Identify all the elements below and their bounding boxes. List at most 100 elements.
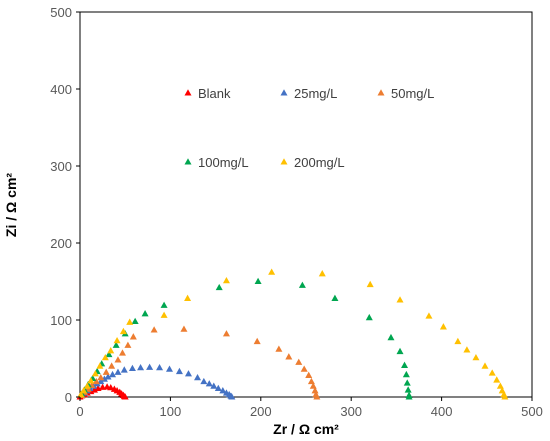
data-point xyxy=(91,370,99,377)
data-point xyxy=(137,363,145,371)
data-point xyxy=(128,364,136,372)
x-axis-ticks: 0 100 200 300 400 500 xyxy=(76,397,543,419)
x-tick-label: 500 xyxy=(521,404,543,419)
data-point xyxy=(285,353,293,360)
legend-marker xyxy=(184,89,192,96)
data-point xyxy=(472,353,480,361)
data-point xyxy=(101,353,109,361)
data-point xyxy=(366,280,374,288)
data-point xyxy=(275,345,283,352)
legend-marker xyxy=(280,89,288,96)
y-tick-label: 200 xyxy=(50,236,72,251)
legend-item: 50mg/L xyxy=(377,86,434,101)
data-point xyxy=(254,277,262,285)
data-point xyxy=(119,327,127,335)
data-point xyxy=(396,347,404,355)
legend-item: 25mg/L xyxy=(280,86,337,101)
data-point xyxy=(298,281,306,288)
data-point xyxy=(114,356,122,363)
data-point xyxy=(87,377,95,384)
data-point xyxy=(96,362,104,369)
data-point xyxy=(160,301,168,308)
plot-frame xyxy=(79,11,533,398)
data-point xyxy=(425,312,433,319)
data-point xyxy=(107,347,115,354)
data-point xyxy=(141,310,149,317)
data-point xyxy=(114,368,122,375)
data-point xyxy=(150,326,158,333)
data-point xyxy=(121,393,129,400)
plot-area xyxy=(76,11,533,400)
data-point xyxy=(205,380,213,387)
data-point xyxy=(365,313,373,321)
legend-marker xyxy=(377,89,385,96)
data-point xyxy=(318,270,326,277)
legend-item: 100mg/L xyxy=(184,155,249,170)
data-point xyxy=(113,337,121,344)
data-point xyxy=(83,382,91,389)
y-axis-title: Zi / Ω cm² xyxy=(3,173,19,237)
data-point xyxy=(92,377,100,385)
data-point xyxy=(200,377,208,385)
data-point xyxy=(387,333,395,341)
data-point xyxy=(109,370,117,378)
x-tick-label: 400 xyxy=(431,404,453,419)
data-point xyxy=(107,383,115,391)
data-point xyxy=(463,346,471,353)
y-tick-label: 100 xyxy=(50,313,72,328)
data-point xyxy=(175,367,183,375)
data-point xyxy=(313,393,321,400)
data-point xyxy=(97,377,105,385)
legend-item: 200mg/L xyxy=(280,155,345,170)
y-tick-label: 300 xyxy=(50,159,72,174)
x-axis-title: Zr / Ω cm² xyxy=(273,421,339,437)
data-point xyxy=(228,393,236,400)
legend: Blank 25mg/L 50mg/L 100mg/L 200mg/L xyxy=(184,86,434,170)
data-point xyxy=(222,330,230,337)
data-point xyxy=(160,311,168,318)
data-point xyxy=(268,268,276,275)
data-point xyxy=(146,363,154,370)
y-tick-label: 400 xyxy=(50,82,72,97)
data-point xyxy=(184,294,192,301)
data-point xyxy=(131,317,139,325)
x-tick-label: 300 xyxy=(340,404,362,419)
data-point xyxy=(501,393,509,400)
data-point xyxy=(165,365,173,372)
legend-marker xyxy=(280,158,288,165)
data-point xyxy=(120,366,128,373)
y-tick-label: 500 xyxy=(50,5,72,20)
data-point xyxy=(97,373,105,381)
legend-label: Blank xyxy=(198,86,231,101)
data-point xyxy=(215,283,223,291)
data-point xyxy=(219,387,227,394)
data-point xyxy=(331,294,339,301)
data-point xyxy=(210,382,218,389)
data-point xyxy=(295,358,303,365)
data-point xyxy=(405,393,413,400)
data-point xyxy=(112,341,120,348)
data-point xyxy=(402,370,410,378)
data-point xyxy=(403,379,411,386)
data-point xyxy=(105,350,113,358)
data-point xyxy=(118,349,126,356)
legend-label: 100mg/L xyxy=(198,155,249,170)
data-point xyxy=(77,390,85,398)
data-point xyxy=(104,373,112,380)
data-point xyxy=(126,318,134,325)
series-200mg-l xyxy=(77,268,509,400)
data-point xyxy=(222,276,230,284)
data-point xyxy=(439,323,447,330)
data-point xyxy=(481,362,489,369)
y-axis-ticks: 0 100 200 300 400 500 xyxy=(50,5,80,405)
data-point xyxy=(80,387,88,394)
data-point xyxy=(454,337,462,345)
data-point xyxy=(396,296,404,303)
legend-label: 50mg/L xyxy=(391,86,434,101)
data-point xyxy=(311,387,319,394)
data-point xyxy=(305,371,313,378)
data-point xyxy=(180,325,188,332)
data-point xyxy=(184,370,192,377)
